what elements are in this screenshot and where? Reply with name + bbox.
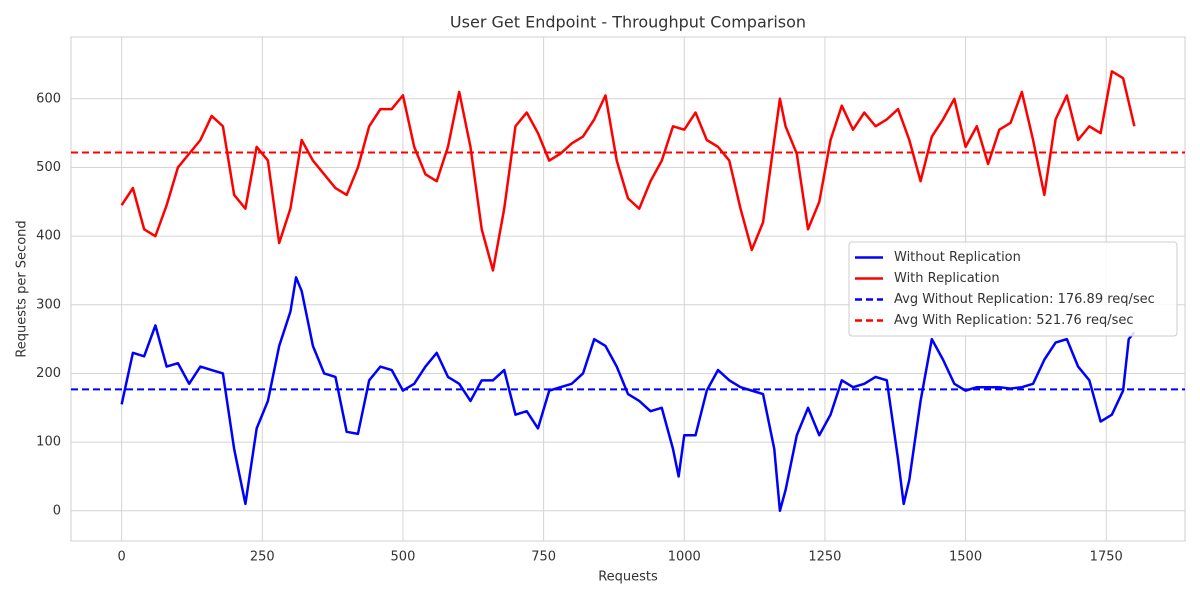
y-tick-label: 500 bbox=[36, 160, 61, 175]
y-tick-label: 600 bbox=[36, 91, 61, 106]
x-tick-label: 500 bbox=[391, 550, 416, 565]
x-tick-label: 1250 bbox=[808, 550, 841, 565]
legend-label: Avg Without Replication: 176.89 req/sec bbox=[894, 292, 1155, 307]
y-tick-label: 0 bbox=[53, 503, 61, 518]
chart-title: User Get Endpoint - Throughput Compariso… bbox=[450, 13, 806, 32]
x-tick-label: 250 bbox=[250, 550, 275, 565]
data-layer bbox=[71, 70, 1185, 513]
y-tick-label: 400 bbox=[36, 229, 61, 244]
y-tick-label: 300 bbox=[36, 297, 61, 312]
x-tick-label: 1500 bbox=[949, 550, 982, 565]
x-tick-label: 0 bbox=[117, 550, 125, 565]
x-axis-label: Requests bbox=[598, 570, 658, 585]
legend-label: Avg With Replication: 521.76 req/sec bbox=[894, 313, 1134, 328]
y-tick-label: 200 bbox=[36, 366, 61, 381]
legend: Without Replication With Replication Avg W… bbox=[848, 241, 1178, 337]
y-axis-label: Requests per Second bbox=[15, 220, 30, 357]
x-tick-label: 1750 bbox=[1090, 550, 1123, 565]
legend-label: Without Replication bbox=[894, 250, 1021, 265]
legend-box bbox=[848, 241, 1178, 337]
x-tick-label: 1000 bbox=[668, 550, 701, 565]
y-tick-label: 100 bbox=[36, 435, 61, 450]
series-line bbox=[120, 70, 1136, 272]
x-tick-label: 750 bbox=[531, 550, 556, 565]
legend-label: With Replication bbox=[894, 271, 1000, 286]
grid: 0 250 500 750 1000 1250 1500 1750 0 100 200 300 400 5… bbox=[36, 37, 1185, 565]
